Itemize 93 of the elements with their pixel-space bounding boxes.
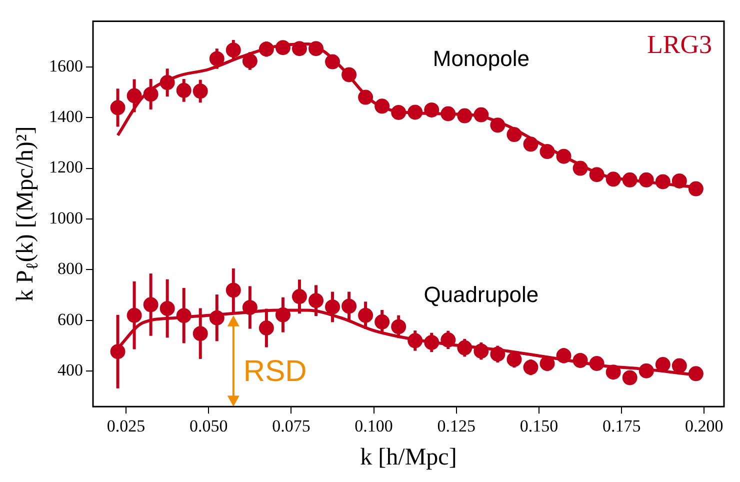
point bbox=[374, 98, 390, 114]
point bbox=[226, 42, 241, 58]
y-tick-label: 1200 bbox=[49, 158, 83, 177]
point bbox=[342, 67, 357, 82]
point bbox=[523, 360, 538, 375]
point bbox=[258, 42, 274, 57]
x-tick-label: 0.100 bbox=[354, 416, 393, 436]
point bbox=[226, 282, 241, 298]
x-tick-label: 0.075 bbox=[272, 416, 310, 436]
series-label: Quadrupole bbox=[424, 282, 539, 308]
x-tick-label: 0.150 bbox=[520, 416, 558, 436]
point bbox=[688, 366, 704, 382]
y-tick-label: 800 bbox=[58, 259, 83, 278]
point bbox=[391, 319, 406, 334]
point bbox=[308, 293, 324, 308]
y-axis-title: k Pℓ(k) [(Mpc/h)²] bbox=[12, 126, 42, 302]
point bbox=[258, 320, 274, 336]
y-tick-label: 1000 bbox=[49, 208, 83, 228]
point bbox=[540, 356, 555, 371]
point bbox=[209, 51, 224, 66]
annotation: LRG3 bbox=[647, 30, 712, 60]
point bbox=[655, 174, 670, 190]
point bbox=[160, 75, 175, 90]
point bbox=[622, 370, 638, 386]
point bbox=[176, 82, 192, 98]
point bbox=[325, 299, 340, 314]
point bbox=[176, 308, 192, 324]
y-tick-label: 400 bbox=[58, 360, 83, 380]
point bbox=[143, 86, 158, 102]
point bbox=[672, 173, 687, 188]
point bbox=[556, 348, 572, 364]
y-tick-label: 1400 bbox=[49, 107, 83, 126]
y-tick-label: 600 bbox=[58, 310, 83, 329]
point bbox=[490, 346, 506, 362]
point bbox=[589, 356, 604, 371]
point bbox=[242, 300, 258, 315]
point bbox=[589, 167, 604, 182]
point bbox=[126, 308, 142, 323]
point bbox=[606, 364, 621, 380]
point bbox=[192, 326, 208, 342]
point bbox=[292, 41, 307, 56]
annotation: RSD bbox=[243, 355, 307, 388]
point bbox=[672, 358, 687, 374]
point bbox=[688, 181, 704, 196]
point bbox=[506, 127, 522, 142]
point bbox=[391, 104, 406, 120]
x-tick-label: 0.200 bbox=[685, 416, 724, 436]
point bbox=[126, 88, 142, 104]
point bbox=[424, 102, 440, 118]
point bbox=[192, 84, 208, 99]
point bbox=[308, 41, 324, 56]
point bbox=[556, 148, 572, 164]
point bbox=[110, 100, 126, 116]
point bbox=[655, 357, 670, 372]
point bbox=[143, 297, 158, 312]
point bbox=[572, 352, 588, 368]
point bbox=[572, 160, 588, 176]
point bbox=[638, 363, 654, 378]
point bbox=[275, 307, 290, 322]
point bbox=[342, 298, 357, 314]
point bbox=[374, 314, 390, 330]
series-label: Monopole bbox=[432, 46, 530, 71]
point bbox=[506, 352, 522, 367]
point bbox=[638, 172, 654, 188]
point bbox=[622, 172, 638, 188]
point bbox=[540, 144, 555, 160]
point bbox=[523, 136, 538, 152]
point bbox=[440, 332, 456, 348]
point bbox=[209, 310, 224, 326]
point bbox=[606, 172, 621, 187]
point bbox=[474, 344, 489, 359]
x-tick-label: 0.125 bbox=[437, 416, 476, 436]
point bbox=[358, 308, 374, 323]
point bbox=[292, 289, 307, 304]
point bbox=[440, 106, 456, 122]
point bbox=[358, 90, 374, 105]
point bbox=[242, 54, 258, 69]
point bbox=[110, 344, 126, 360]
x-axis-title: k [h/Mpc] bbox=[360, 444, 457, 470]
point bbox=[490, 118, 506, 133]
point bbox=[408, 333, 423, 348]
point bbox=[160, 300, 175, 316]
point bbox=[474, 107, 489, 122]
point bbox=[325, 54, 340, 70]
point bbox=[408, 104, 423, 120]
point bbox=[457, 340, 472, 356]
y-tick-label: 1600 bbox=[49, 56, 83, 76]
point bbox=[457, 108, 472, 124]
x-tick-label: 0.025 bbox=[106, 416, 146, 436]
x-tick-label: 0.050 bbox=[190, 416, 228, 436]
point bbox=[275, 40, 290, 56]
point bbox=[424, 334, 440, 350]
x-tick-label: 0.175 bbox=[602, 416, 641, 436]
